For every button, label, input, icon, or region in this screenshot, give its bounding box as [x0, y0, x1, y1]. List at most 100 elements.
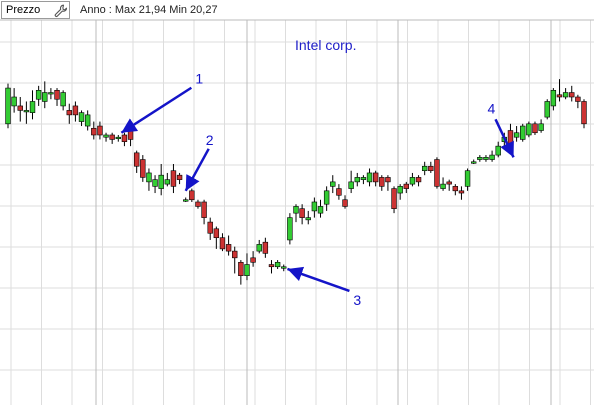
candle: [434, 157, 440, 189]
candle-body-down: [219, 237, 226, 250]
candle-body-up: [146, 172, 152, 183]
candle-body-up: [35, 90, 42, 100]
field-selector[interactable]: Prezzo: [1, 1, 70, 19]
wrench-icon[interactable]: [54, 4, 68, 18]
chart-title: Intel corp.: [295, 37, 356, 53]
candle-body-down: [262, 241, 269, 254]
candle-body-up: [152, 179, 158, 187]
candle: [42, 81, 48, 109]
candle: [385, 175, 391, 191]
candle-body-down: [391, 188, 397, 209]
candle: [446, 179, 452, 191]
candle: [452, 184, 459, 196]
candle: [360, 175, 367, 185]
candle: [544, 99, 550, 120]
range-info: Anno : Max 21,94 Min 20,27: [80, 4, 218, 16]
candle-body-up: [354, 177, 360, 183]
candle: [109, 132, 115, 144]
annotation-label: 2: [206, 132, 214, 148]
candle: [48, 88, 54, 100]
candle-body-down: [250, 257, 256, 263]
candle: [397, 184, 403, 200]
candle-body-up: [183, 199, 189, 202]
candle: [133, 150, 140, 173]
candle: [29, 90, 36, 120]
candle: [440, 177, 446, 191]
candle: [421, 161, 428, 176]
candle-body-down: [532, 123, 538, 134]
candle: [158, 164, 164, 196]
candle-body-down: [17, 105, 23, 111]
candle: [287, 213, 293, 245]
candle: [268, 260, 275, 274]
candle-body-up: [464, 170, 471, 187]
candle: [238, 260, 244, 285]
candle: [483, 155, 489, 162]
candle: [556, 79, 563, 102]
candle-body-down: [225, 244, 232, 252]
candle: [213, 226, 220, 249]
field-selector-label: Prezzo: [6, 4, 41, 16]
candle: [183, 197, 189, 202]
candle-body-down: [342, 199, 348, 207]
candle-body-down: [446, 181, 452, 185]
candle-body-up: [477, 157, 483, 160]
candle: [391, 186, 397, 214]
candle: [299, 204, 305, 225]
candle-body-down: [336, 188, 342, 196]
candle-body-up: [513, 132, 520, 138]
candle: [428, 161, 434, 173]
candle: [35, 85, 42, 106]
candle-body-down: [379, 177, 385, 187]
candle: [17, 97, 23, 122]
candle-body-up: [311, 201, 318, 212]
candle: [66, 103, 72, 124]
candle-body-down: [66, 110, 72, 116]
candle: [415, 175, 422, 187]
candle: [146, 168, 152, 191]
candle: [176, 172, 183, 185]
candle-body-down: [91, 127, 97, 136]
candle: [342, 195, 348, 209]
candle: [513, 126, 520, 142]
candle-body-down: [569, 92, 575, 98]
candle: [562, 88, 569, 100]
candle-body-up: [544, 101, 550, 118]
annotation-arrow: [287, 266, 350, 293]
candle-body-down: [121, 134, 128, 142]
candle-body-up: [287, 217, 293, 241]
candle: [97, 121, 103, 140]
candle-body-up: [483, 157, 489, 160]
candle: [103, 132, 109, 142]
candle: [575, 94, 581, 109]
candle-body-up: [23, 110, 30, 113]
candle-body-down: [238, 261, 244, 276]
candle-body-up: [520, 125, 526, 140]
candle: [54, 88, 60, 106]
annotations-layer: 1 2 3 4: [120, 71, 515, 308]
candle: [281, 264, 287, 272]
candle-body-up: [244, 264, 250, 276]
candle-body-up: [48, 92, 54, 95]
candle: [250, 251, 256, 267]
candle: [72, 101, 79, 122]
candle-body-up: [115, 136, 121, 140]
candle: [274, 260, 281, 269]
candle: [372, 170, 379, 187]
candle-body-down: [575, 96, 581, 102]
candle: [336, 184, 342, 200]
candle-body-down: [452, 186, 459, 192]
candle-body-down: [207, 221, 213, 234]
candle-body-down: [97, 125, 103, 136]
candle-body-up: [5, 87, 11, 125]
candle: [207, 217, 213, 240]
candle-body-up: [305, 217, 311, 221]
candle: [323, 186, 330, 211]
candle: [520, 123, 526, 142]
candle-body-down: [201, 201, 207, 218]
candle-body-up: [29, 101, 36, 113]
candle-body-up: [164, 179, 171, 185]
candle-body-down: [189, 190, 195, 201]
candle: [219, 233, 226, 252]
